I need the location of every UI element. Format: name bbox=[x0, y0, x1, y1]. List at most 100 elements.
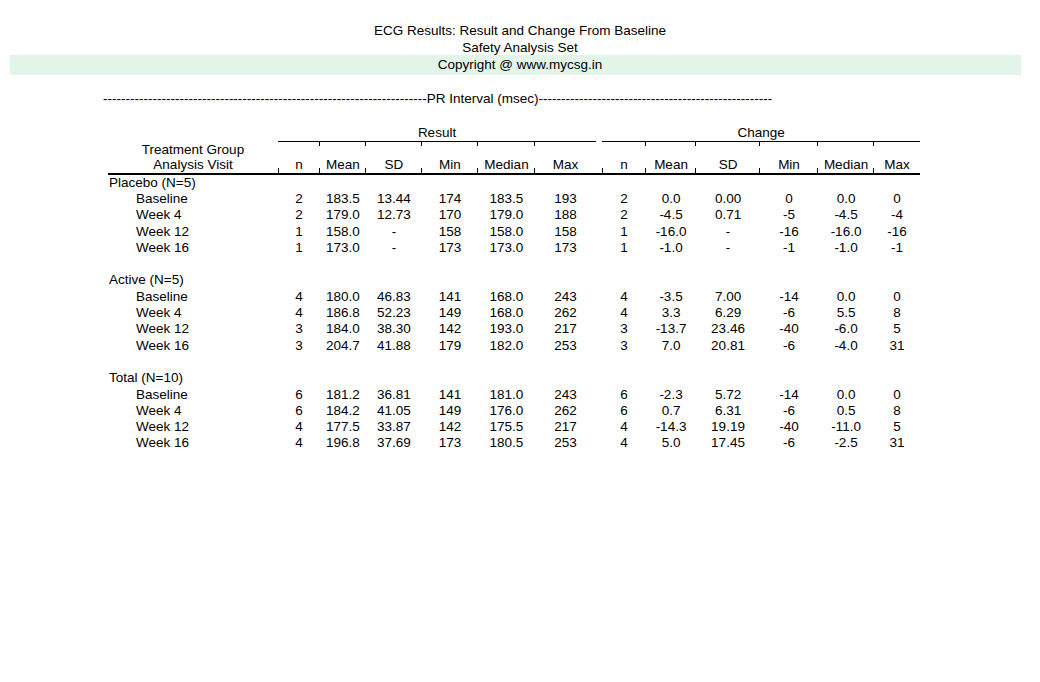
change-value: 4 bbox=[602, 435, 646, 451]
change-value: -2.3 bbox=[646, 386, 696, 402]
result-value: 6 bbox=[278, 402, 320, 418]
change-value: -40 bbox=[760, 321, 818, 337]
result-value: 183.5 bbox=[320, 190, 366, 206]
table-row: Week 123184.038.30142193.02173-13.723.46… bbox=[108, 321, 920, 337]
visit-label: Week 16 bbox=[108, 435, 278, 451]
result-value: 262 bbox=[535, 304, 596, 320]
change-value: 0.0 bbox=[818, 386, 874, 402]
change-value: 5 bbox=[874, 418, 920, 434]
result-value: 168.0 bbox=[478, 288, 535, 304]
table-row: Week 44186.852.23149168.026243.36.29-65.… bbox=[108, 304, 920, 320]
report-titles: ECG Results: Result and Change From Base… bbox=[0, 22, 1040, 73]
visit-label: Week 16 bbox=[108, 337, 278, 353]
section-divider: ----------------------------------------… bbox=[103, 91, 772, 106]
change-value: - bbox=[696, 223, 760, 239]
result-value: 180.5 bbox=[478, 435, 535, 451]
table-row: Week 124177.533.87142175.52174-14.319.19… bbox=[108, 418, 920, 434]
visit-label: Baseline bbox=[108, 190, 278, 206]
result-value: 2 bbox=[278, 190, 320, 206]
section-divider-label: PR Interval (msec) bbox=[427, 91, 539, 106]
result-value: 173 bbox=[422, 435, 478, 451]
change-value: -16.0 bbox=[818, 223, 874, 239]
change-value: 0 bbox=[760, 190, 818, 206]
change-spanner-header: Change bbox=[602, 120, 920, 141]
result-value: 3 bbox=[278, 337, 320, 353]
change-value: 8 bbox=[874, 304, 920, 320]
change-value: 6.31 bbox=[696, 402, 760, 418]
table-row: Week 164196.837.69173180.525345.017.45-6… bbox=[108, 435, 920, 451]
group-spacer-row bbox=[108, 353, 920, 369]
result-value: 173 bbox=[422, 239, 478, 255]
row-header-label: Treatment Group Analysis Visit bbox=[108, 141, 278, 174]
result-value: 3 bbox=[278, 321, 320, 337]
result-value: 46.83 bbox=[366, 288, 422, 304]
group-spacer-row bbox=[108, 255, 920, 271]
change-value: -4.5 bbox=[646, 207, 696, 223]
result-value: 41.05 bbox=[366, 402, 422, 418]
change-value: -1.0 bbox=[646, 239, 696, 255]
change-value: -4.5 bbox=[818, 207, 874, 223]
change-value: 3.3 bbox=[646, 304, 696, 320]
group-spacer-cell bbox=[108, 255, 920, 271]
group-label: Active (N=5) bbox=[108, 272, 920, 288]
result-value: 176.0 bbox=[478, 402, 535, 418]
result-value: 158 bbox=[422, 223, 478, 239]
change-value: 20.81 bbox=[696, 337, 760, 353]
result-value: 193.0 bbox=[478, 321, 535, 337]
change-value: -14.3 bbox=[646, 418, 696, 434]
result-value: 149 bbox=[422, 402, 478, 418]
change-value: 2 bbox=[602, 190, 646, 206]
col-header-result-n: n bbox=[278, 141, 320, 174]
table-row: Week 42179.012.73170179.01882-4.50.71-5-… bbox=[108, 207, 920, 223]
group-label: Total (N=10) bbox=[108, 370, 920, 386]
change-value: 0 bbox=[874, 288, 920, 304]
change-value: -4 bbox=[874, 207, 920, 223]
group-header-row: Placebo (N=5) bbox=[108, 174, 920, 190]
result-value: 2 bbox=[278, 207, 320, 223]
change-value: 0.0 bbox=[646, 190, 696, 206]
change-value: -11.0 bbox=[818, 418, 874, 434]
table-row: Week 163204.741.88179182.025337.020.81-6… bbox=[108, 337, 920, 353]
change-value: -2.5 bbox=[818, 435, 874, 451]
col-header-result-mean: Mean bbox=[320, 141, 366, 174]
table-body: Placebo (N=5)Baseline2183.513.44174183.5… bbox=[108, 174, 920, 451]
result-value: 141 bbox=[422, 386, 478, 402]
result-value: 175.5 bbox=[478, 418, 535, 434]
change-value: -14 bbox=[760, 288, 818, 304]
change-value: 2 bbox=[602, 207, 646, 223]
change-value: 0.71 bbox=[696, 207, 760, 223]
result-value: 217 bbox=[535, 321, 596, 337]
change-value: -6 bbox=[760, 435, 818, 451]
change-value: 23.46 bbox=[696, 321, 760, 337]
table-row: Baseline6181.236.81141181.02436-2.35.72-… bbox=[108, 386, 920, 402]
change-value: -3.5 bbox=[646, 288, 696, 304]
result-value: 170 bbox=[422, 207, 478, 223]
divider-dashes-left: ----------------------------------------… bbox=[103, 91, 427, 106]
result-value: 253 bbox=[535, 337, 596, 353]
change-value: 7.00 bbox=[696, 288, 760, 304]
group-spacer-cell bbox=[108, 353, 920, 369]
results-table-wrapper: Result Change Treatment Group Analysis V… bbox=[108, 120, 920, 451]
change-value: -16 bbox=[760, 223, 818, 239]
visit-label: Week 12 bbox=[108, 418, 278, 434]
visit-label: Week 12 bbox=[108, 223, 278, 239]
visit-label: Week 4 bbox=[108, 207, 278, 223]
result-value: 1 bbox=[278, 223, 320, 239]
result-value: 37.69 bbox=[366, 435, 422, 451]
group-header-row: Active (N=5) bbox=[108, 272, 920, 288]
result-value: 41.88 bbox=[366, 337, 422, 353]
table-row: Week 161173.0-173173.01731-1.0--1-1.0-1 bbox=[108, 239, 920, 255]
change-value: 0 bbox=[874, 190, 920, 206]
visit-label: Week 12 bbox=[108, 321, 278, 337]
report-subtitle: Safety Analysis Set bbox=[0, 39, 1040, 56]
change-value: 31 bbox=[874, 337, 920, 353]
result-value: 149 bbox=[422, 304, 478, 320]
table-row: Baseline2183.513.44174183.519320.00.0000… bbox=[108, 190, 920, 206]
col-header-result-median: Median bbox=[478, 141, 535, 174]
change-value: 5.0 bbox=[646, 435, 696, 451]
result-value: 158.0 bbox=[320, 223, 366, 239]
result-value: 262 bbox=[535, 402, 596, 418]
result-value: 181.2 bbox=[320, 386, 366, 402]
change-value: 6.29 bbox=[696, 304, 760, 320]
change-value: 0.7 bbox=[646, 402, 696, 418]
